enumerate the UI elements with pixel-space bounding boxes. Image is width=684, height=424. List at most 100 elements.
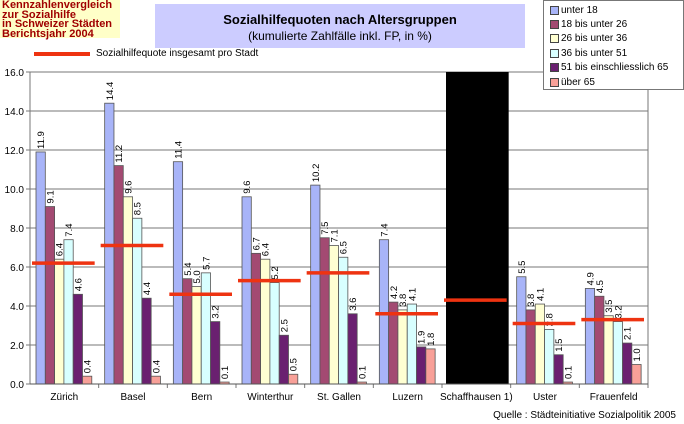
header-line: Berichtsjahr 2004 xyxy=(2,27,94,40)
y-tick-label: 10.0 xyxy=(5,185,25,196)
legend-item: 18 bis unter 26 xyxy=(550,17,683,31)
data-label: 0.1 xyxy=(563,366,574,379)
legend-label: über 65 xyxy=(561,76,595,88)
legend-label: unter 18 xyxy=(561,4,598,16)
bar xyxy=(328,245,339,385)
bar xyxy=(278,334,289,385)
bar xyxy=(319,237,330,385)
x-category-label: Frauenfeld xyxy=(590,392,638,403)
data-label: 1.8 xyxy=(426,333,437,346)
bar xyxy=(191,286,202,385)
bar xyxy=(54,258,65,385)
data-label: 4.1 xyxy=(535,288,546,301)
y-tick-label: 6.0 xyxy=(10,263,24,274)
bar xyxy=(378,239,390,385)
x-category-label: Zürich xyxy=(50,392,78,403)
bar xyxy=(310,184,321,385)
x-category-label: Luzern xyxy=(392,392,423,403)
legend-item: 36 bis unter 51 xyxy=(550,46,683,60)
data-label: 1.5 xyxy=(554,339,565,352)
data-label: 7.4 xyxy=(379,223,390,236)
data-label: 6.4 xyxy=(261,243,272,256)
data-label: 4.2 xyxy=(389,286,400,299)
data-label: 0.1 xyxy=(357,366,368,379)
y-tick-label: 2.0 xyxy=(10,341,24,352)
x-category-label: Schaffhausen 1) xyxy=(440,392,513,403)
data-label: 3.8 xyxy=(398,294,409,307)
masked-category-block xyxy=(446,72,509,384)
data-label: 0.5 xyxy=(289,358,300,371)
bar xyxy=(269,282,280,385)
data-label: 8.5 xyxy=(133,202,144,215)
bar xyxy=(241,196,252,385)
data-label: 0.1 xyxy=(220,366,231,379)
bar xyxy=(516,276,527,385)
legend-item: unter 18 xyxy=(550,3,683,17)
legend-swatch xyxy=(550,20,559,30)
data-label: 4.9 xyxy=(585,272,596,285)
bar xyxy=(122,196,133,385)
bar xyxy=(338,256,349,385)
data-label: 10.2 xyxy=(311,164,322,183)
data-label: 3.6 xyxy=(348,298,359,311)
header-line: zur Sozialhilfe xyxy=(2,8,76,21)
legend-item: 51 bis einschliesslich 65 xyxy=(550,61,683,75)
data-label: 5.4 xyxy=(183,262,194,275)
bar xyxy=(553,354,564,385)
bar xyxy=(72,293,83,385)
data-label: 2.1 xyxy=(623,327,634,340)
bar xyxy=(150,375,161,385)
bar xyxy=(288,373,299,385)
y-tick-label: 4.0 xyxy=(10,302,24,313)
data-label: 4.1 xyxy=(407,288,418,301)
data-label: 3.5 xyxy=(604,300,615,313)
bar xyxy=(425,348,436,385)
bar xyxy=(172,161,184,385)
data-label: 11.9 xyxy=(36,131,47,149)
legend-label: 18 bis unter 26 xyxy=(561,19,628,31)
bar xyxy=(406,303,417,385)
data-label: 9.1 xyxy=(45,190,56,203)
bar xyxy=(603,315,614,385)
bar xyxy=(132,217,143,385)
total-legend-label: Sozialhilfequote insgesamt pro Stadt xyxy=(96,48,259,59)
bar xyxy=(347,313,358,385)
bar xyxy=(534,303,545,385)
x-category-label: Uster xyxy=(533,392,558,403)
data-label: 9.6 xyxy=(123,181,134,194)
data-label: 0.4 xyxy=(151,360,162,373)
bar xyxy=(584,288,596,385)
data-label: 11.4 xyxy=(173,141,184,159)
bar xyxy=(612,321,623,385)
header-line: in Schweizer Städten xyxy=(2,18,113,30)
data-label: 14.4 xyxy=(105,82,116,101)
legend-swatch xyxy=(550,77,559,87)
x-category-label: Bern xyxy=(191,392,212,403)
bar xyxy=(525,309,536,385)
data-label: 5.0 xyxy=(192,270,203,283)
bar xyxy=(397,309,408,385)
x-category-label: Winterthur xyxy=(247,392,294,403)
legend: unter 18 18 bis unter 26 26 bis unter 36 36… xyxy=(543,0,684,90)
bar xyxy=(44,206,55,385)
bar xyxy=(113,165,124,385)
bar xyxy=(631,364,642,385)
bar xyxy=(35,151,46,385)
bar xyxy=(210,321,221,385)
data-label: 5.2 xyxy=(270,266,281,279)
data-label: 6.5 xyxy=(339,241,350,254)
data-label: 4.4 xyxy=(142,282,153,295)
total-legend-line xyxy=(34,51,90,56)
legend-swatch xyxy=(550,48,559,58)
y-tick-label: 12.0 xyxy=(5,146,25,157)
bar xyxy=(622,342,633,385)
bar xyxy=(104,102,115,385)
data-label: 4.6 xyxy=(73,278,84,291)
report-header: Kennzahlenvergleich zur Sozialhilfe in S… xyxy=(0,0,120,40)
data-label: 6.7 xyxy=(251,237,262,250)
data-label: 3.2 xyxy=(211,305,222,318)
data-label: 0.4 xyxy=(83,360,94,373)
data-label: 9.6 xyxy=(242,181,253,194)
bar xyxy=(250,252,262,385)
legend-label: 36 bis unter 51 xyxy=(561,47,628,59)
